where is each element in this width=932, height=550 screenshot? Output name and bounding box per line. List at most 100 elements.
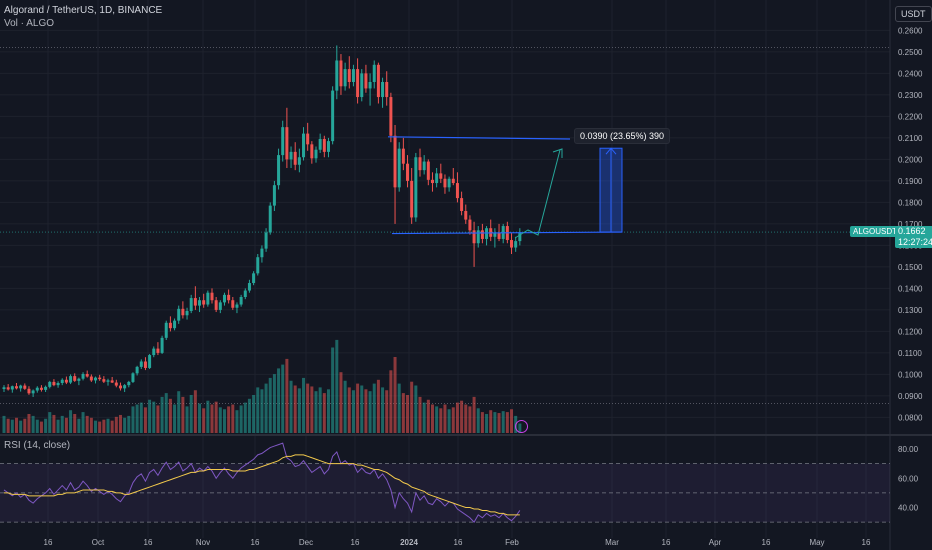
candle-body <box>272 185 276 206</box>
volume-bar <box>94 420 98 433</box>
volume-bar <box>77 418 81 433</box>
candle-body <box>52 381 56 386</box>
candle-body <box>376 64 380 98</box>
candle-body <box>139 361 143 367</box>
candle-body <box>35 387 39 391</box>
volume-bar <box>260 389 264 433</box>
candle-body <box>468 219 472 231</box>
last-price-tag: 0.1662 12:27:24 <box>895 226 932 248</box>
volume-bar <box>110 420 114 433</box>
volume-bar <box>114 416 118 433</box>
volume-bar <box>185 406 189 433</box>
volume-bar <box>302 377 306 433</box>
candle-body <box>39 387 43 390</box>
volume-bar <box>189 395 193 433</box>
volume-bar <box>214 401 218 433</box>
volume-bar <box>2 415 6 433</box>
candle-body <box>19 385 23 389</box>
volume-bar <box>264 383 268 433</box>
volume-bar <box>160 396 164 433</box>
rsi-legend[interactable]: RSI (14, close) <box>4 440 71 451</box>
volume-bar <box>181 396 185 433</box>
candle-body <box>439 173 443 179</box>
volume-bar <box>331 347 335 433</box>
volume-bar <box>81 412 85 433</box>
volume-bar <box>35 419 39 433</box>
time-tick-label: 16 <box>44 538 53 547</box>
candle-body <box>135 366 139 374</box>
candle-body <box>198 300 202 306</box>
volume-bar <box>6 418 10 433</box>
volume-bar <box>64 417 68 433</box>
candle-body <box>181 308 185 316</box>
flash-icon[interactable] <box>515 420 528 433</box>
time-tick-label: Feb <box>505 538 519 547</box>
candle-body <box>148 355 152 368</box>
candle-body <box>106 380 110 382</box>
candle-body <box>73 376 77 381</box>
candle-body <box>243 290 247 297</box>
time-tick-label: 16 <box>762 538 771 547</box>
volume-legend[interactable]: Vol · ALGO <box>4 18 55 29</box>
volume-bar <box>293 385 297 433</box>
candle-body <box>397 148 401 188</box>
volume-bar <box>48 412 52 433</box>
price-tick-label: 0.2400 <box>898 69 923 78</box>
volume-bar <box>414 385 418 433</box>
candle-body <box>23 385 27 389</box>
candle-body <box>480 230 484 239</box>
volume-bar <box>56 419 60 433</box>
volume-bar <box>443 404 447 433</box>
candle-body <box>326 141 330 152</box>
price-tick-label: 0.2600 <box>898 26 923 35</box>
candle-body <box>401 148 405 164</box>
price-tick-label: 0.1500 <box>898 263 923 272</box>
last-price: 0.1662 <box>898 226 926 236</box>
measure-label: 0.0390 (23.65%) 390 <box>574 128 671 144</box>
time-tick-label: 16 <box>251 538 260 547</box>
axes: 0.2600 0.2500 0.2400 0.2300 0.2200 0.2100 0.20… <box>44 26 923 547</box>
candle-body <box>268 205 272 233</box>
volume-bar <box>418 396 422 433</box>
candle-body <box>222 294 226 303</box>
rsi-tick-label: 40.00 <box>898 504 919 513</box>
volume-bar <box>455 402 459 433</box>
volume-bar <box>318 387 322 433</box>
price-tick-label: 0.2300 <box>898 91 923 100</box>
candle-body <box>410 180 414 218</box>
volume-bar <box>322 393 326 433</box>
candle-body <box>102 379 106 382</box>
volume-bar <box>351 390 355 433</box>
time-tick-label: 16 <box>351 538 360 547</box>
candle-body <box>131 373 135 382</box>
candle-body <box>185 310 189 316</box>
candle-body <box>27 388 31 394</box>
volume-bar <box>310 386 314 433</box>
time-tick-label: Nov <box>196 538 210 547</box>
resistance-line <box>387 136 571 140</box>
volume-bar <box>268 377 272 433</box>
candle-body <box>252 273 256 284</box>
volume-bar <box>177 391 181 433</box>
volume-bar <box>306 383 310 433</box>
candle-body <box>277 155 281 186</box>
candle-body <box>343 69 347 87</box>
candle-body <box>264 232 268 249</box>
candle-body <box>81 373 85 379</box>
candle-body <box>69 376 73 383</box>
volume-bar <box>401 393 405 433</box>
volume-bar <box>277 368 281 433</box>
candle-body <box>202 300 206 305</box>
candle-body <box>168 322 172 329</box>
symbol-title[interactable]: Algorand / TetherUS, 1D, BINANCE <box>4 5 163 16</box>
candle-body <box>406 163 410 181</box>
volume-bar <box>27 414 31 433</box>
volume-bar <box>505 412 509 433</box>
candle-body <box>260 248 264 258</box>
currency-button[interactable]: USDT <box>895 6 932 22</box>
drawings[interactable] <box>387 136 623 239</box>
volume-bar <box>106 418 110 433</box>
volume-bar <box>23 418 27 433</box>
volume-bar <box>127 415 131 433</box>
